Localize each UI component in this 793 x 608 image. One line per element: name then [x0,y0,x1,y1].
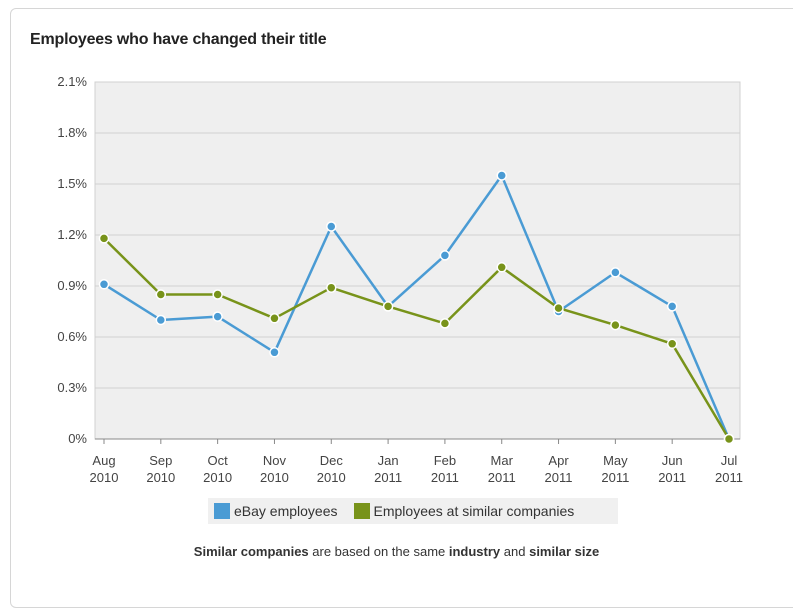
data-point-series-2[interactable] [666,338,678,350]
y-tick-label: 1.8% [57,125,87,140]
data-point-series-1[interactable] [212,311,223,322]
x-tick-label-month: Apr [548,453,569,468]
legend-item-ebay[interactable]: eBay employees [214,503,338,519]
series-line-1 [103,174,731,440]
y-axis-ticks: 0% 0.3% 0.6% 0.9% 1.2% 1.5% 1.8% 2.1% [57,74,87,446]
data-point-series-2[interactable] [723,433,735,445]
x-tick-label-month: Aug [92,453,115,468]
data-point-series-1[interactable] [666,301,678,312]
legend-swatch-similar [353,503,370,519]
data-point-series-1[interactable] [98,279,110,290]
grid-lines [95,81,740,440]
x-tick-label-year: 2011 [374,470,402,485]
data-point-series-2[interactable] [269,313,280,324]
x-tick-label-month: Jul [721,453,738,468]
data-point-series-2[interactable] [98,233,110,244]
legend-label-similar: Employees at similar companies [373,503,575,519]
data-point-series-2[interactable] [326,282,337,293]
footnote-text-1: are based on the same [308,544,449,559]
x-tick-label-month: Dec [320,453,344,468]
x-tick-label-month: Mar [491,453,514,468]
y-tick-label: 2.1% [57,74,87,89]
data-point-series-1[interactable] [326,221,337,232]
chart-legend: eBay employees Employees at similar comp… [208,498,618,524]
chart-title: Employees who have changed their title [30,31,327,48]
x-tick-label-year: 2011 [545,470,573,485]
x-tick-label-month: Feb [434,453,456,468]
x-tick-label-month: Sep [149,453,172,468]
x-tick-label-month: May [603,453,628,468]
data-point-series-2[interactable] [155,289,167,300]
x-tick-label-year: 2011 [601,470,629,485]
footnote-bold-2: industry [448,544,501,559]
data-point-series-1[interactable] [155,314,167,326]
x-tick-label-year: 2010 [260,470,289,485]
data-point-series-1[interactable] [269,347,280,358]
series-lines [103,174,731,440]
data-point-series-2[interactable] [382,301,394,312]
y-tick-label: 0% [68,431,87,446]
x-tick-label-month: Jun [662,453,683,468]
series-line-2 [103,237,731,440]
x-tick-label-year: 2011 [715,470,743,485]
legend-swatch-ebay [214,503,230,519]
x-tick-label-month: Nov [263,453,287,468]
y-tick-label: 0.9% [57,278,87,293]
data-point-series-2[interactable] [610,319,621,331]
x-tick-label-year: 2011 [431,470,459,485]
x-tick-label-year: 2011 [488,470,516,485]
x-tick-label-year: 2010 [146,470,175,485]
x-axis-ticks: Aug 2010 Sep 2010 Oct 2010 Nov 2010 Dec 2010 Jan 20… [90,439,743,485]
data-point-series-2[interactable] [496,262,507,273]
data-point-series-1[interactable] [496,170,507,181]
footnote-bold-3: similar size [529,544,600,559]
x-tick-label-month: Oct [208,453,229,468]
data-point-series-1[interactable] [439,250,451,261]
x-tick-label-year: 2010 [317,470,346,485]
footnote-bold-1: Similar companies [193,544,309,559]
legend-item-similar[interactable]: Employees at similar companies [353,503,575,519]
y-tick-label: 1.2% [57,227,87,242]
data-point-series-1[interactable] [610,267,621,278]
data-point-series-2[interactable] [212,289,223,300]
data-point-series-2[interactable] [553,302,564,314]
series-points [98,170,735,445]
line-chart: 0% 0.3% 0.6% 0.9% 1.2% 1.5% 1.8% 2.1% Aug 2010 Se… [57,74,743,485]
y-tick-label: 1.5% [57,176,87,191]
x-tick-label-year: 2010 [203,470,232,485]
footnote: Similar companies are based on the same … [0,544,793,559]
x-tick-label-year: 2011 [658,470,686,485]
plot-area [94,81,741,440]
data-point-series-2[interactable] [439,318,451,329]
y-tick-label: 0.6% [57,329,87,344]
x-tick-label-year: 2010 [90,470,119,485]
legend-label-ebay: eBay employees [234,503,338,519]
y-tick-label: 0.3% [57,380,87,395]
x-tick-label-month: Jan [378,453,399,468]
footnote-text-2: and [500,544,530,559]
